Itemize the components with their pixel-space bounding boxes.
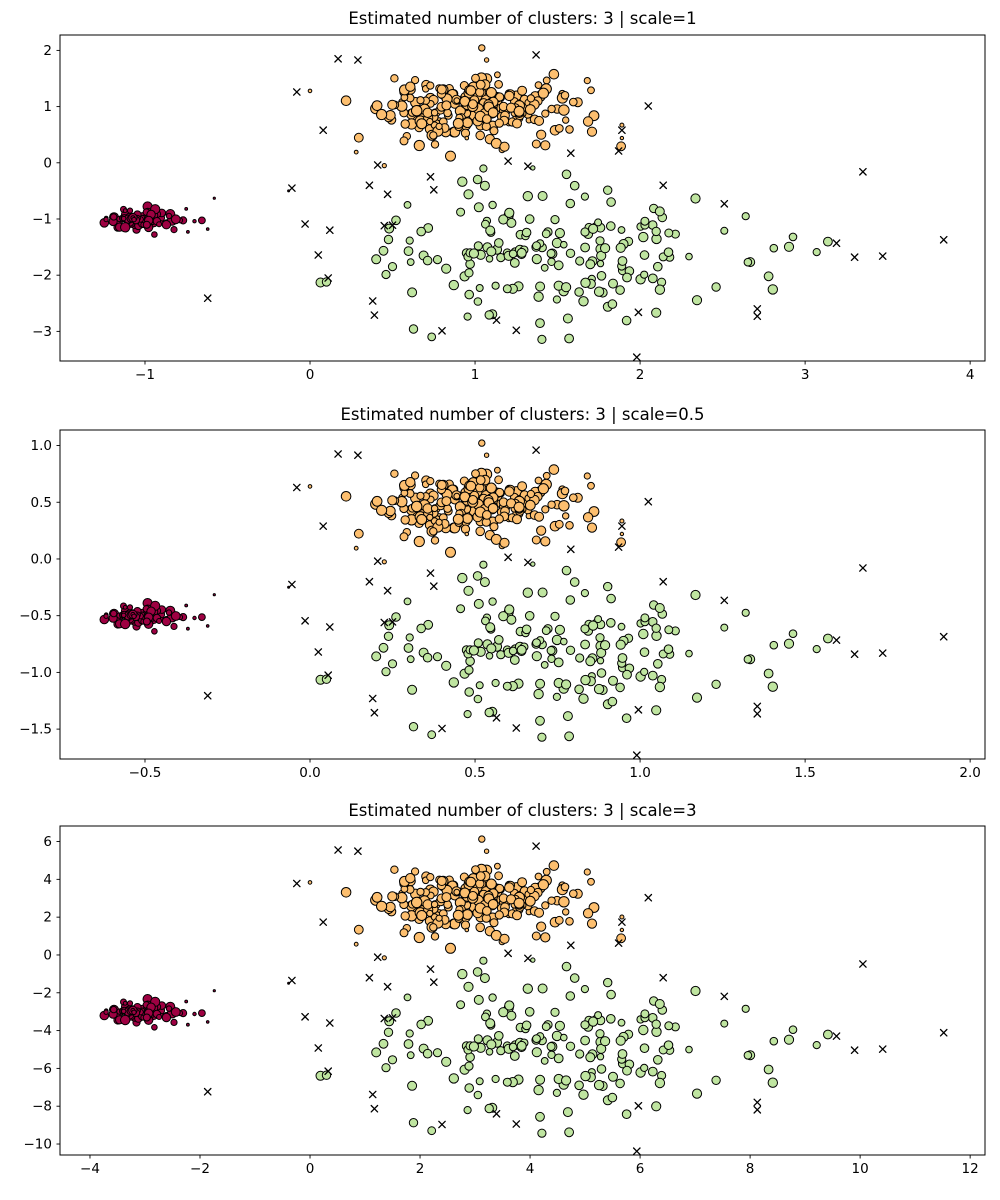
svg-text:−1: −1 [135, 367, 155, 383]
outlier-cluster-points [184, 452, 821, 654]
svg-text:−2: −2 [32, 268, 52, 284]
axes-frame [59, 34, 986, 362]
svg-text:0: 0 [306, 1161, 315, 1177]
svg-text:0: 0 [43, 947, 52, 963]
svg-text:2: 2 [416, 1161, 425, 1177]
svg-text:2.0: 2.0 [959, 765, 980, 781]
svg-text:4: 4 [43, 872, 52, 888]
svg-text:−0.5: −0.5 [129, 765, 162, 781]
svg-text:0.5: 0.5 [464, 765, 485, 781]
svg-text:1: 1 [471, 367, 480, 383]
svg-text:−6: −6 [32, 1061, 52, 1077]
svg-text:4: 4 [966, 367, 975, 383]
axes-frame [59, 429, 986, 760]
tick-labels: −1 0 1 2 3 4 2 1 0 −1 −2 −3 [32, 43, 974, 383]
svg-text:2: 2 [636, 367, 645, 383]
svg-text:6: 6 [43, 834, 52, 850]
svg-text:−10: −10 [24, 1137, 53, 1153]
noise-x-markers [203, 446, 948, 759]
svg-text:2: 2 [43, 43, 52, 59]
tick-labels: −0.5 0.0 0.5 1.0 1.5 2.0 1.0 0.5 0.0 −0.5 −1.0 −1.5 [19, 438, 981, 781]
svg-text:−4: −4 [32, 1023, 52, 1039]
tick-marks [56, 49, 971, 365]
subplot-1-points [99, 44, 948, 361]
svg-text:0.5: 0.5 [31, 495, 52, 511]
svg-text:2: 2 [43, 910, 52, 926]
cluster-1-orange-points [340, 44, 626, 162]
subplot-3-points [99, 835, 948, 1155]
svg-text:1.0: 1.0 [31, 438, 52, 454]
svg-text:−3: −3 [32, 324, 52, 340]
noise-x-markers [203, 842, 948, 1155]
svg-text:0: 0 [43, 155, 52, 171]
cluster-0-dark-red-points [99, 994, 206, 1031]
cluster-0-dark-red-points [99, 201, 206, 238]
subplot-3-title: Estimated number of clusters: 3 | scale=… [348, 801, 697, 820]
tick-marks [56, 841, 971, 1159]
svg-text:0: 0 [306, 367, 315, 383]
subplot-2-title: Estimated number of clusters: 3 | scale=… [340, 405, 705, 424]
svg-text:−0.5: −0.5 [19, 608, 52, 624]
svg-text:0.0: 0.0 [31, 551, 52, 567]
svg-text:−8: −8 [32, 1099, 52, 1115]
svg-text:−1.0: −1.0 [19, 665, 52, 681]
noise-x-markers [203, 51, 948, 361]
cluster-2-light-green-points [315, 956, 833, 1138]
svg-text:−2: −2 [190, 1161, 210, 1177]
cluster-1-orange-points [340, 439, 626, 558]
svg-text:0.0: 0.0 [299, 765, 320, 781]
svg-text:−1: −1 [32, 211, 52, 227]
cluster-1-orange-points [340, 835, 626, 954]
svg-text:1: 1 [43, 99, 52, 115]
svg-text:−4: −4 [80, 1161, 100, 1177]
outlier-cluster-points [184, 848, 821, 1050]
outlier-cluster-points [184, 57, 821, 257]
subplot-2-points [99, 439, 948, 759]
svg-text:8: 8 [746, 1161, 755, 1177]
svg-text:3: 3 [801, 367, 810, 383]
cluster-0-dark-red-points [99, 598, 206, 635]
svg-text:−1.5: −1.5 [19, 722, 52, 738]
subplot-1-title: Estimated number of clusters: 3 | scale=… [348, 9, 697, 28]
tick-marks [56, 445, 971, 763]
tick-labels: −4 −2 0 2 4 6 8 10 12 6 4 2 0 −2 −4 −6 −8 −10 [24, 834, 979, 1177]
svg-text:12: 12 [962, 1161, 979, 1177]
svg-text:1.5: 1.5 [794, 765, 815, 781]
svg-text:10: 10 [852, 1161, 869, 1177]
cluster-2-light-green-points [315, 560, 833, 742]
cluster-2-light-green-points [315, 164, 833, 344]
svg-text:4: 4 [526, 1161, 535, 1177]
axes-frame [59, 825, 986, 1156]
svg-text:−2: −2 [32, 985, 52, 1001]
svg-text:1.0: 1.0 [629, 765, 650, 781]
svg-text:6: 6 [636, 1161, 645, 1177]
